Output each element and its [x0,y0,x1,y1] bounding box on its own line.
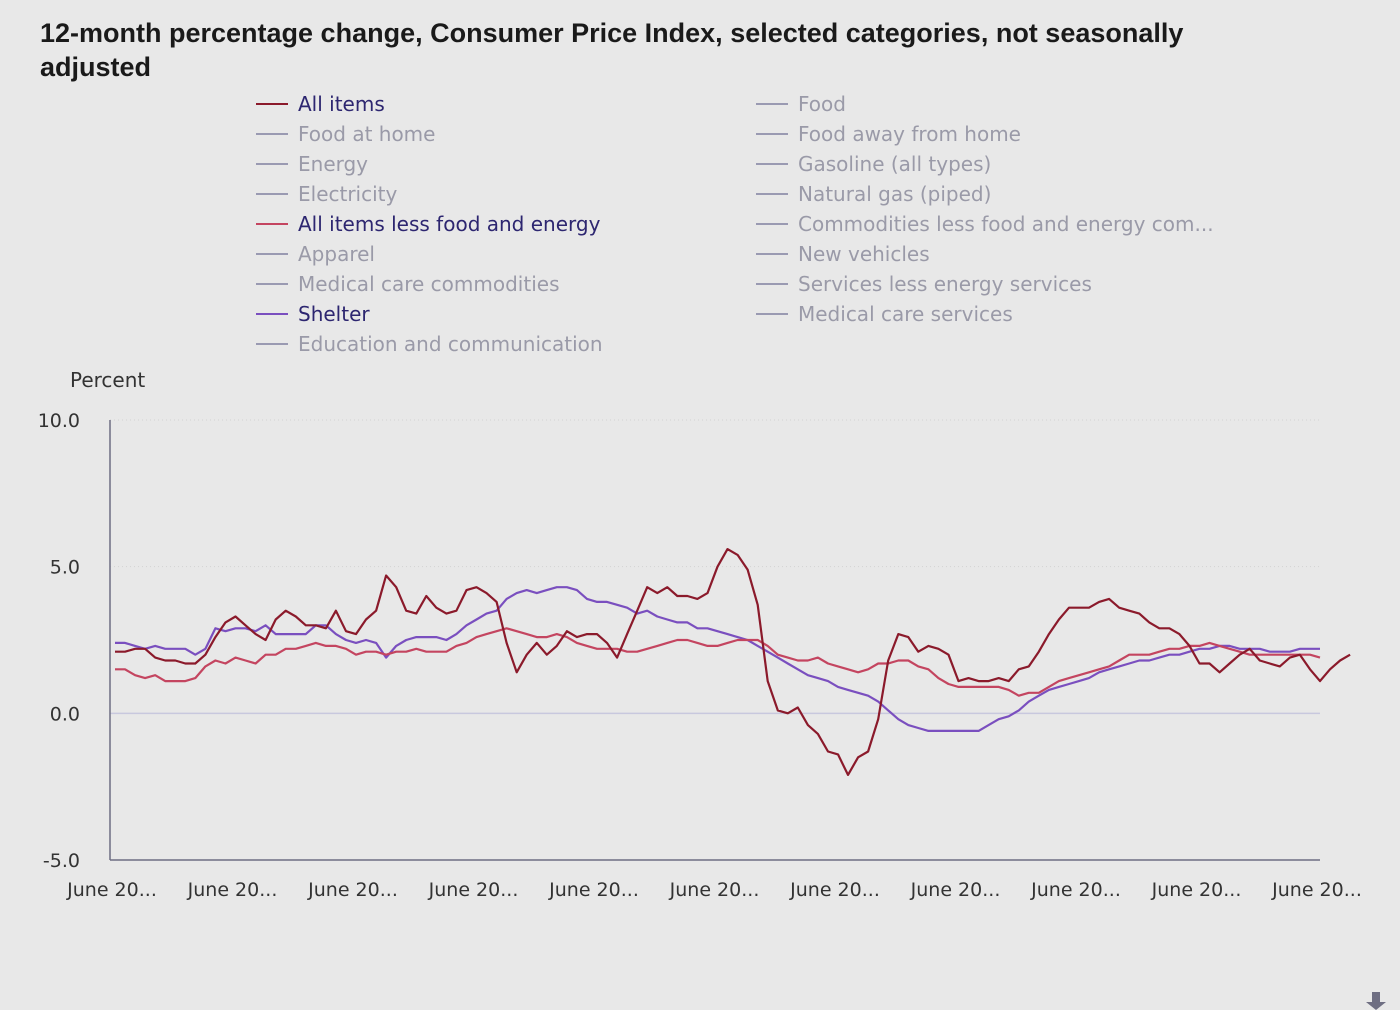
series-line-shelter [115,586,1320,732]
legend-item-apparel[interactable]: Apparel [256,239,375,269]
legend-swatch [756,193,788,195]
legend-swatch [256,103,288,105]
legend-swatch [256,193,288,195]
legend-label: All items [298,92,385,116]
legend-swatch [256,133,288,135]
x-tick-label: June 20... [789,879,880,901]
legend-swatch [256,343,288,345]
legend-label: Medical care commodities [298,272,560,296]
legend-item-food-at-home[interactable]: Food at home [256,119,435,149]
series-line-all-items [115,548,1351,776]
x-tick-label: June 20... [187,879,278,901]
legend-swatch [256,313,288,315]
x-tick-label: June 20... [1271,879,1362,901]
legend-item-medical-care-commodities[interactable]: Medical care commodities [256,269,559,299]
line-chart: Percent 10.0 5.0 0.0 -5.0 June 20... June 20..… [38,368,1362,901]
legend-swatch [756,313,788,315]
y-tick-label: 0.0 [50,703,80,725]
legend-item-food[interactable]: Food [756,89,846,119]
legend-item-all-items[interactable]: All items [256,89,385,119]
legend-label: Commodities less food and energy com... [798,212,1214,236]
legend-item-all-items-less-food-and-energy[interactable]: All items less food and energy [256,209,600,239]
legend-swatch [256,163,288,165]
legend-label: Natural gas (piped) [798,182,992,206]
legend-item-gasoline-all-types[interactable]: Gasoline (all types) [756,149,991,179]
x-tick-label: June 20... [1030,879,1121,901]
legend-label: Education and communication [298,332,603,356]
legend-label: Services less energy services [798,272,1092,296]
x-tick-label: June 20... [548,879,639,901]
legend-swatch [756,133,788,135]
x-tick-label: June 20... [307,879,398,901]
legend-label: Medical care services [798,302,1013,326]
legend-swatch [756,163,788,165]
legend-item-energy[interactable]: Energy [256,149,368,179]
legend-swatch [756,283,788,285]
x-tick-label: June 20... [66,879,157,901]
legend-item-new-vehicles[interactable]: New vehicles [756,239,930,269]
x-tick-label: June 20... [428,879,519,901]
legend-swatch [756,223,788,225]
legend-item-medical-care-services[interactable]: Medical care services [756,299,1013,329]
download-icon[interactable] [1362,990,1390,1010]
legend-item-natural-gas-piped[interactable]: Natural gas (piped) [756,179,991,209]
legend-item-food-away-from-home[interactable]: Food away from home [756,119,1021,149]
legend-label: Apparel [298,242,375,266]
legend-item-services-less-energy-services[interactable]: Services less energy services [756,269,1092,299]
legend-item-shelter[interactable]: Shelter [256,299,370,329]
y-tick-label: -5.0 [43,850,80,872]
legend-swatch [756,253,788,255]
legend-swatch [756,103,788,105]
legend-item-education-and-communication[interactable]: Education and communication [256,329,603,359]
y-axis-label: Percent [70,368,145,392]
legend-swatch [256,223,288,225]
legend-item-commodities-less-food-and-energy-com[interactable]: Commodities less food and energy com... [756,209,1214,239]
chart-title: 12-month percentage change, Consumer Pri… [40,18,1184,82]
legend-item-electricity[interactable]: Electricity [256,179,397,209]
y-tick-label: 5.0 [50,557,80,579]
x-tick-label: June 20... [669,879,760,901]
y-tick-label: 10.0 [38,410,80,432]
legend-label: Food at home [298,122,436,146]
legend-label: Food [798,92,846,116]
legend-label: Electricity [298,182,398,206]
legend-label: Shelter [298,302,370,326]
legend-label: Gasoline (all types) [798,152,992,176]
legend-label: All items less food and energy [298,212,601,236]
legend-label: Food away from home [798,122,1021,146]
legend-label: Energy [298,152,369,176]
series-line-all-items-less-food-and-energy [115,627,1321,697]
legend-swatch [256,253,288,255]
x-tick-label: June 20... [910,879,1001,901]
legend-label: New vehicles [798,242,930,266]
x-tick-label: June 20... [1151,879,1242,901]
legend-swatch [256,283,288,285]
